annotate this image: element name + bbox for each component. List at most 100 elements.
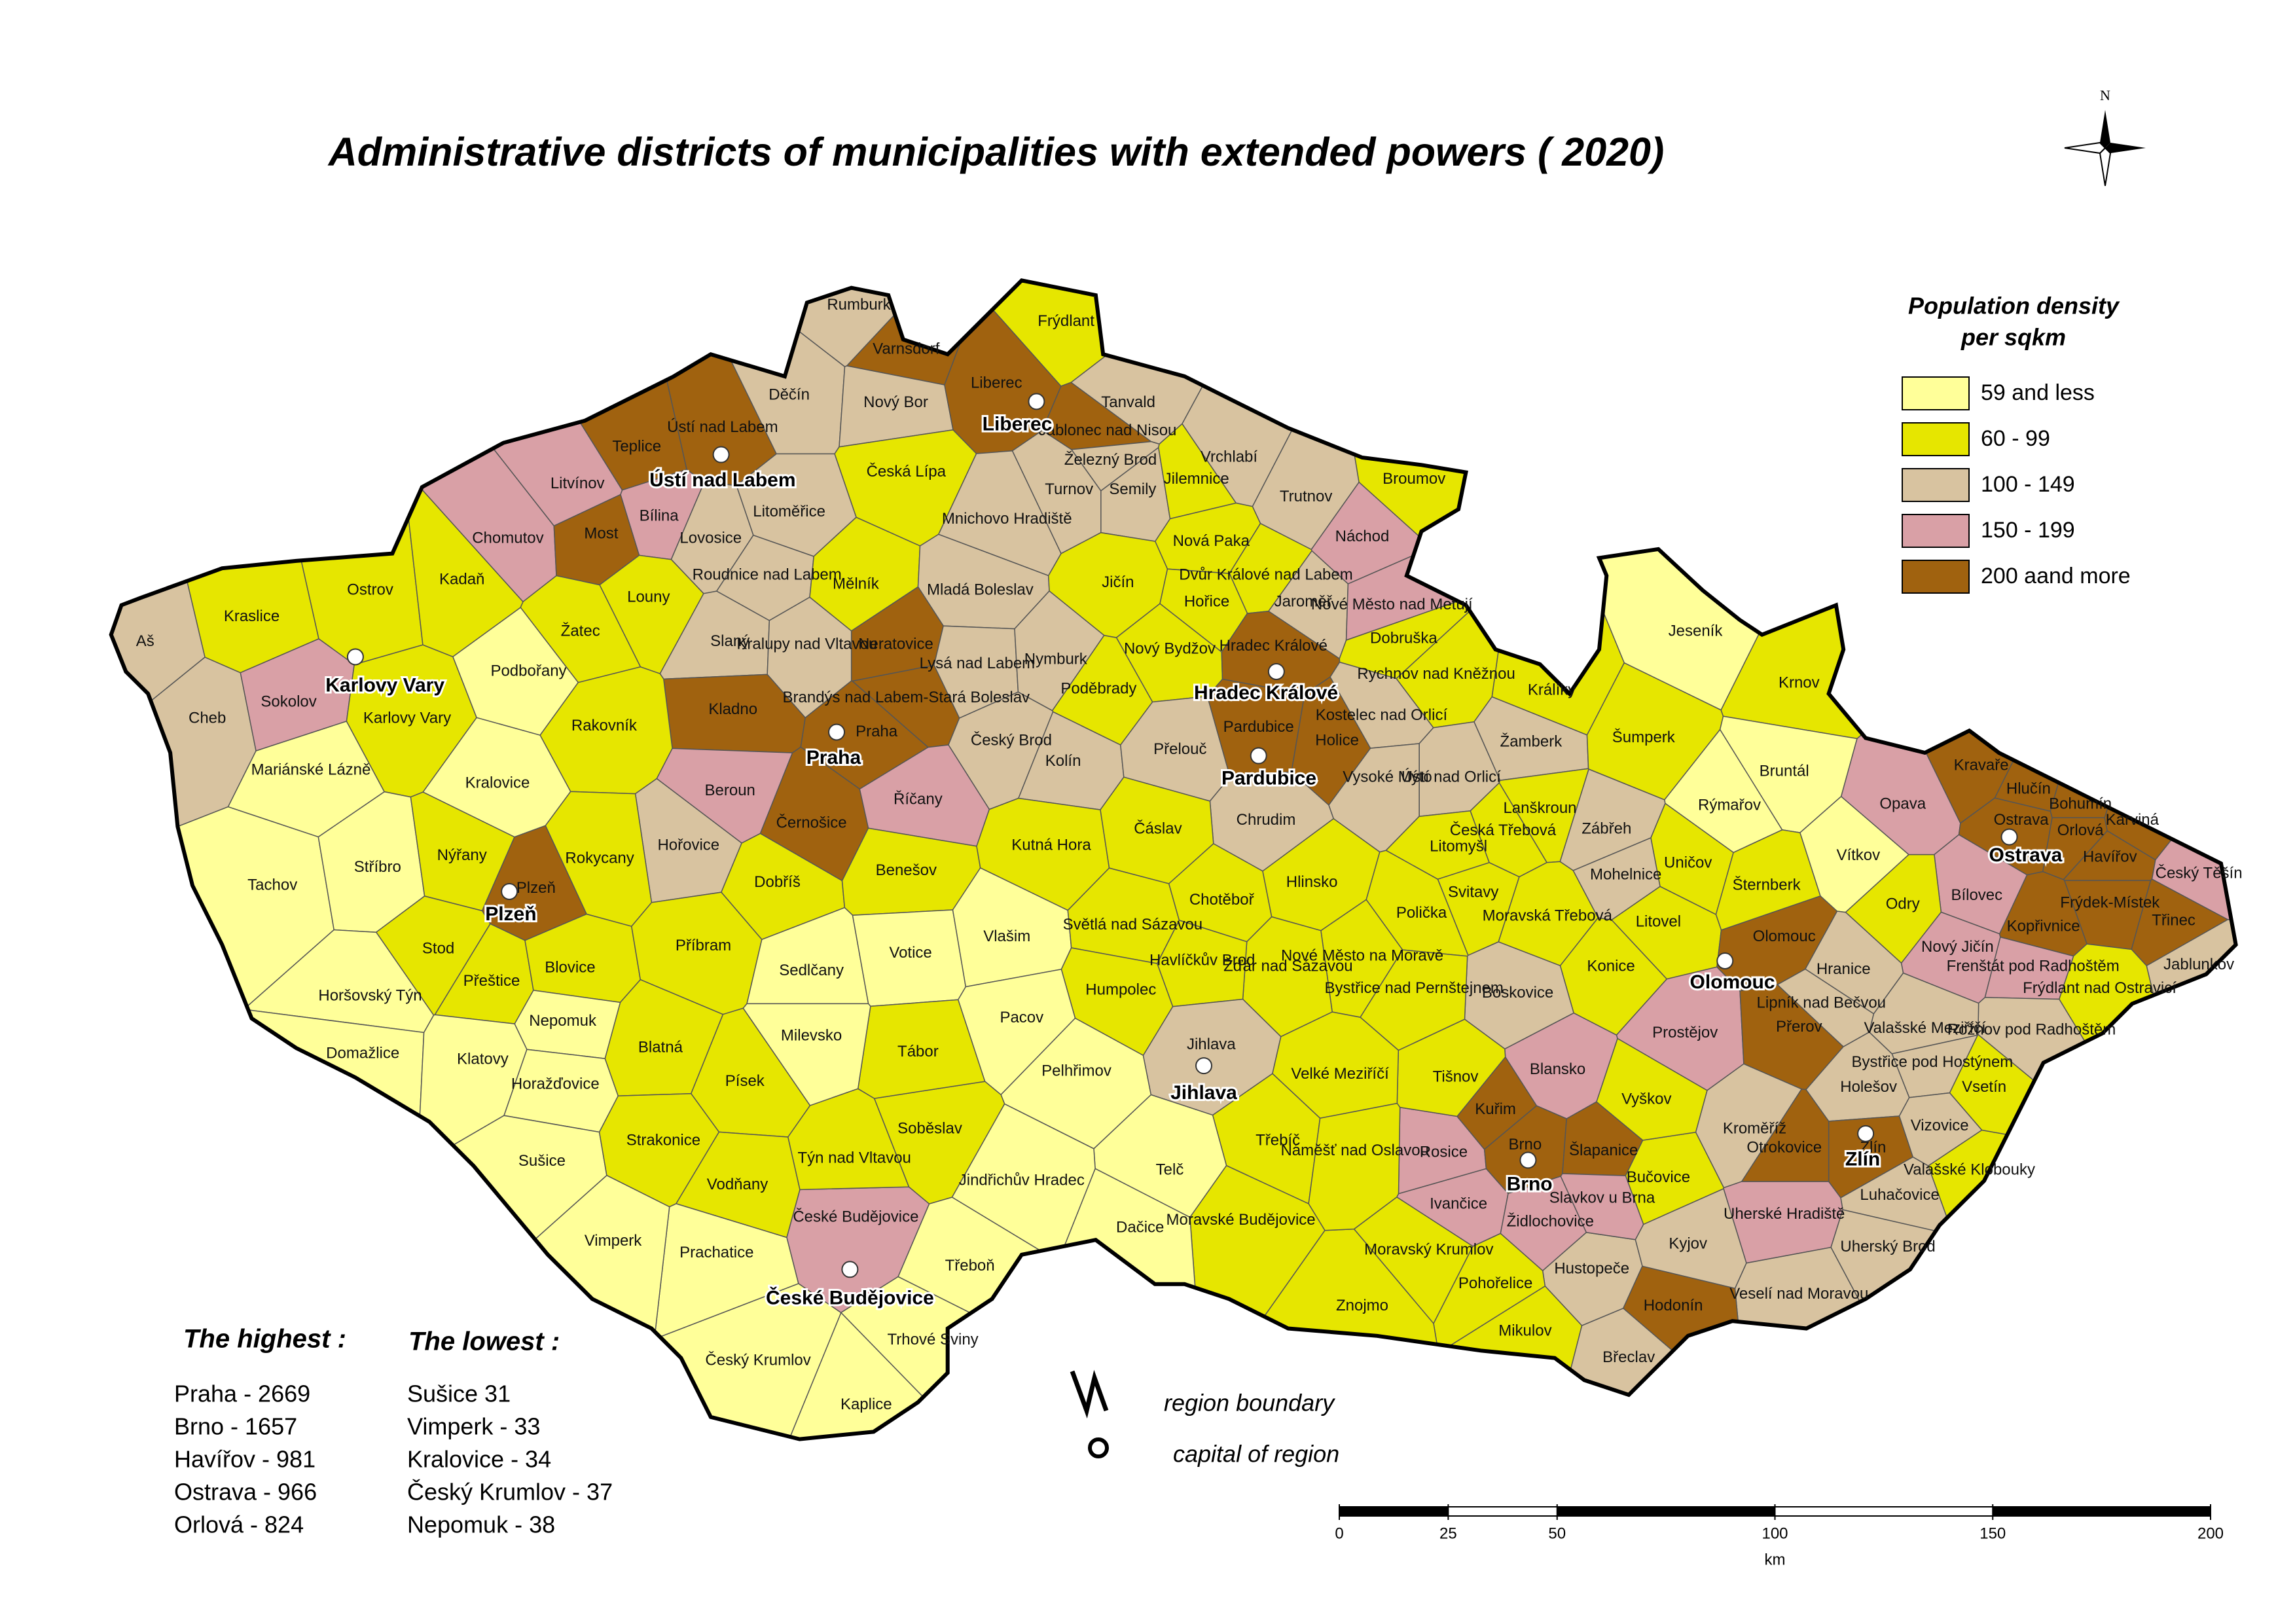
- district-label: Havířov: [2083, 848, 2137, 866]
- district-label: Bystřice pod Hostýnem: [1852, 1053, 2014, 1071]
- legend-label: 60 - 99: [1981, 426, 2050, 451]
- district-label: Orlová: [2057, 821, 2104, 839]
- district-label: Děčín: [768, 386, 810, 404]
- district-label: Mohelnice: [1590, 866, 1661, 884]
- district-label: Uherské Hradiště: [1724, 1205, 1845, 1223]
- district-label: Opava: [1879, 795, 1926, 812]
- district-label: Mikulov: [1498, 1322, 1551, 1339]
- district-label: Přeštice: [463, 972, 520, 990]
- capital-label: Brno: [1507, 1174, 1553, 1195]
- district-label: Hlučín: [2006, 780, 2051, 798]
- district-label: Nový Bor: [863, 393, 928, 411]
- capital-label: Zlín: [1845, 1148, 1880, 1170]
- district-area: [1830, 1209, 2236, 1439]
- district-label: Pardubice: [1223, 718, 1294, 736]
- district-label: Žamberk: [1500, 733, 1563, 751]
- district-label: Jindřichův Hradec: [959, 1171, 1085, 1189]
- district-label: Velké Meziříčí: [1291, 1065, 1389, 1083]
- district-label: Holešov: [1840, 1078, 1897, 1096]
- capital-label: Karlovy Vary: [325, 674, 444, 696]
- district-area: [1568, 280, 2076, 711]
- district-label: Holice: [1315, 731, 1359, 749]
- district-label: Znojmo: [1336, 1297, 1388, 1314]
- scale-bar-segment: [1557, 1507, 1775, 1516]
- capital-label: České Budějovice: [766, 1286, 934, 1308]
- lowest-item: Nepomuk - 38: [407, 1511, 555, 1538]
- legend-label: 200 aand more: [1981, 564, 2131, 588]
- district-label: Rychnov nad Kněžnou: [1357, 665, 1515, 683]
- district-label: Litomyšl: [1430, 838, 1487, 856]
- district-area: [2104, 280, 2236, 861]
- district-label: Kladno: [708, 700, 757, 718]
- district-label: Kralupy nad Vltavou: [736, 636, 877, 653]
- district-label: Horšovský Týn: [318, 986, 422, 1004]
- district-label: Železný Brod: [1064, 451, 1157, 469]
- highest-heading: The highest :: [183, 1325, 346, 1354]
- district-area: [675, 1131, 801, 1238]
- scale-tick-label: 100: [1762, 1525, 1788, 1542]
- district-area: [1720, 280, 2220, 740]
- capital-label: Jihlava: [1170, 1082, 1237, 1104]
- district-label: Tišnov: [1433, 1068, 1479, 1085]
- district-label: Černošice: [776, 814, 847, 832]
- district-label: Žatec: [561, 622, 600, 640]
- district-label: Prachatice: [679, 1244, 753, 1261]
- district-label: Boskovice: [1482, 984, 1553, 1001]
- district-label: Litoměřice: [753, 503, 825, 520]
- district-label: Ostrava: [1994, 811, 2050, 829]
- district-label: Šlapanice: [1569, 1141, 1638, 1159]
- district-label: Šternberk: [1733, 875, 1801, 893]
- district-label: Vyškov: [1621, 1090, 1671, 1108]
- legend-swatch: [1902, 376, 1970, 410]
- district-label: Ivančice: [1430, 1195, 1487, 1212]
- district-label: Kyjov: [1669, 1235, 1707, 1252]
- scale-tick-label: 0: [1335, 1525, 1343, 1542]
- district-label: Brandýs nad Labem-Stará Boleslav: [783, 689, 1030, 706]
- district-label: Stříbro: [354, 858, 401, 876]
- district-label: Písek: [725, 1072, 765, 1090]
- district-label: Valašské Klobouky: [1904, 1161, 2035, 1179]
- capital-marker: [1267, 663, 1285, 681]
- district-label: Krnov: [1779, 674, 1820, 691]
- highest-item: Ostrava - 966: [174, 1479, 317, 1506]
- district-area: [507, 280, 988, 367]
- scale-tick-label: 50: [1548, 1525, 1566, 1542]
- district-label: Dobříš: [754, 873, 801, 891]
- district-label: Kadaň: [439, 571, 484, 588]
- capital-label: Ostrava: [1989, 844, 2063, 866]
- highest-item: Praha - 2669: [174, 1380, 310, 1407]
- lowest-item: Sušice 31: [407, 1380, 511, 1407]
- district-label: Mariánské Lázně: [251, 761, 371, 778]
- capital-marker: [1519, 1151, 1537, 1169]
- district-label: Pelhřimov: [1041, 1062, 1111, 1079]
- capital-symbol: [1088, 1437, 1109, 1458]
- district-label: Přelouč: [1153, 740, 1206, 758]
- district-label: Rosice: [1420, 1144, 1468, 1161]
- capital-marker: [501, 883, 518, 901]
- district-label: Bílina: [640, 507, 679, 525]
- scale-bar-segment: [1339, 1507, 1449, 1516]
- district-label: Jablonec nad Nisou: [1039, 422, 1177, 439]
- district-label: Stod: [422, 939, 454, 957]
- district-label: Litovel: [1636, 913, 1681, 931]
- scale-unit: km: [1765, 1551, 1786, 1568]
- district-label: Náměšť nad Oslavou: [1280, 1142, 1428, 1159]
- lowest-item: Vimperk - 33: [407, 1413, 540, 1440]
- lowest-heading: The lowest :: [408, 1327, 560, 1356]
- district-labels: Aš Cheb Kraslice Sokolov Mariánské Lázně Karl…: [136, 296, 2243, 1413]
- district-area: [1900, 280, 2236, 824]
- district-label: Horažďovice: [511, 1075, 600, 1093]
- district-label: Mělník: [833, 575, 880, 592]
- district-label: Lovosice: [679, 529, 742, 547]
- district-label: Beroun: [705, 782, 755, 799]
- district-label: Bílovec: [1951, 886, 2002, 904]
- district-label: Hradec Králové: [1220, 637, 1328, 655]
- north-arrow: [2064, 110, 2146, 187]
- district-label: Vsetín: [1962, 1078, 2006, 1096]
- district-area: [967, 280, 1423, 387]
- district-label: Hodonín: [1644, 1297, 1703, 1314]
- district-label: Votice: [889, 944, 931, 962]
- district-label: Brno: [1509, 1136, 1542, 1153]
- district-label: Nová Paka: [1173, 532, 1250, 550]
- capital-label: Plzeň: [485, 903, 536, 925]
